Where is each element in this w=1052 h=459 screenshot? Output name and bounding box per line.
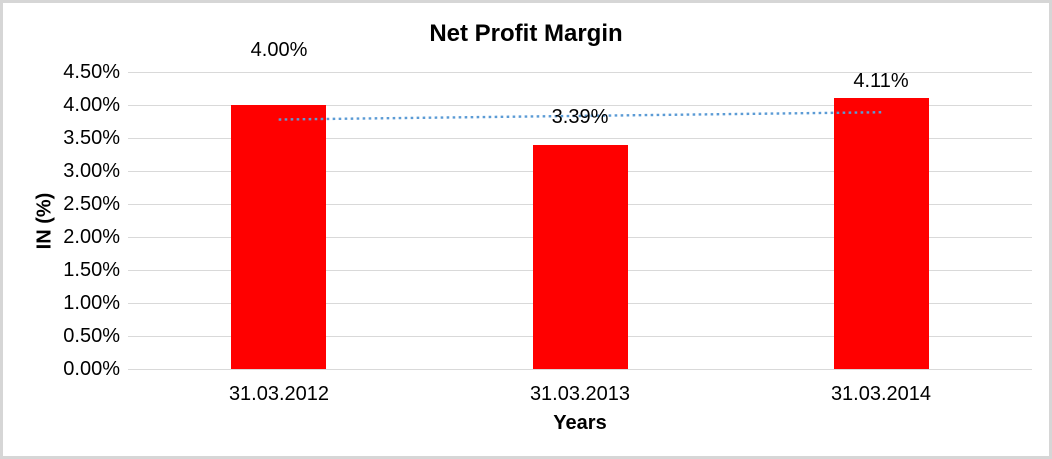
y-axis-tick-label: 1.50% xyxy=(63,259,120,281)
gridline xyxy=(128,369,1032,370)
gridline xyxy=(128,72,1032,73)
y-axis-tick-label: 0.00% xyxy=(63,358,120,380)
bar-31.03.2012 xyxy=(231,105,326,369)
y-axis-tick-label: 4.00% xyxy=(63,94,120,116)
bar-31.03.2013 xyxy=(533,145,628,369)
x-axis-tick-label: 31.03.2014 xyxy=(830,383,932,405)
y-axis-tick-label: 2.00% xyxy=(63,226,120,248)
x-axis-title: Years xyxy=(553,412,607,434)
bar-31.03.2014 xyxy=(834,98,929,369)
x-axis-tick-label: 31.03.2012 xyxy=(228,383,330,405)
y-axis-tick-label: 0.50% xyxy=(63,325,120,347)
y-axis-tick-label: 2.50% xyxy=(63,193,120,215)
y-axis-tick-label: 3.50% xyxy=(63,127,120,149)
data-label: 3.39% xyxy=(551,106,609,128)
gridline xyxy=(128,105,1032,106)
y-axis-tick-label: 4.50% xyxy=(63,61,120,83)
x-axis-tick-label: 31.03.2013 xyxy=(529,383,631,405)
data-label: 4.00% xyxy=(250,39,308,61)
y-axis-tick-label: 3.00% xyxy=(63,160,120,182)
data-label: 4.11% xyxy=(853,70,909,92)
y-axis-tick-label: 1.00% xyxy=(63,292,120,314)
gridline xyxy=(128,138,1032,139)
chart-title: Net Profit Margin xyxy=(429,20,623,47)
y-axis-title: IN (%) xyxy=(33,192,56,250)
